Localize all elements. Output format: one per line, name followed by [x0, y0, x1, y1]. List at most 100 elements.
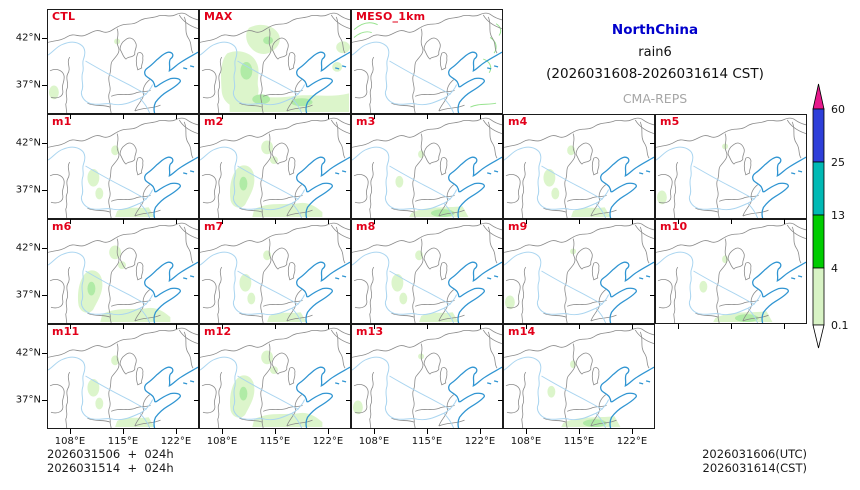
map-outlines	[504, 222, 654, 323]
lon-tick	[374, 219, 375, 224]
lon-tick	[70, 114, 71, 119]
precipitation-shading	[395, 150, 469, 218]
map-panel-m13: m13	[351, 324, 503, 429]
title-system: CMA-REPS	[622, 91, 688, 106]
map-outlines	[48, 12, 198, 113]
map-drawing	[200, 222, 350, 323]
lon-tick	[632, 324, 633, 329]
footer-valid-utc: 2026031606(UTC)	[702, 447, 807, 461]
lon-tick-label: 108°E	[510, 436, 542, 447]
lon-tick	[275, 429, 276, 434]
lat-tick	[650, 295, 655, 296]
footer-valid-cst: 2026031614(CST)	[702, 460, 808, 475]
map-panel-m1: m1	[47, 114, 199, 219]
lat-tick	[42, 85, 47, 86]
lon-tick	[123, 429, 124, 434]
lat-tick	[42, 143, 47, 144]
lon-tick	[526, 219, 527, 224]
lon-tick	[374, 114, 375, 119]
lon-tick	[427, 324, 428, 329]
map-panel-m11: m11	[47, 324, 199, 429]
lat-tick	[346, 295, 351, 296]
lat-tick	[194, 295, 199, 296]
map-drawing	[352, 327, 502, 428]
lon-tick	[579, 219, 580, 224]
map-panel-m4: m4	[503, 114, 655, 219]
lat-tick	[346, 143, 351, 144]
lon-tick	[275, 324, 276, 329]
lat-tick-label: 42°N	[15, 242, 41, 254]
lon-tick	[176, 324, 177, 329]
lon-tick-label: 115°E	[563, 436, 595, 447]
lon-tick	[222, 429, 223, 434]
lon-tick	[222, 114, 223, 119]
lon-tick	[678, 219, 679, 224]
lat-tick	[346, 353, 351, 354]
map-outlines	[200, 117, 350, 218]
lat-tick-label: 42°N	[15, 137, 41, 149]
colorbar-label: 60	[831, 103, 845, 116]
lon-tick	[427, 114, 428, 119]
map-panel-CTL: CTL	[47, 9, 199, 114]
map-drawing	[504, 117, 654, 218]
lat-tick	[346, 248, 351, 249]
panel-label: m14	[508, 325, 536, 338]
map-outlines	[200, 222, 350, 323]
lat-tick	[42, 190, 47, 191]
panel-label: m7	[204, 220, 224, 233]
lat-tick	[42, 38, 47, 39]
lon-tick-label: 122°E	[160, 436, 192, 447]
colorbar-segment	[812, 214, 825, 269]
lat-tick-label: 37°N	[15, 184, 41, 196]
map-drawing	[504, 222, 654, 323]
map-outlines	[656, 117, 806, 218]
panel-label: CTL	[52, 10, 76, 23]
lon-tick	[579, 324, 580, 329]
lon-tick	[480, 324, 481, 329]
title-block: NorthChina rain6 (2026031608-2026031614 …	[503, 0, 807, 110]
map-panel-m2: m2	[199, 114, 351, 219]
map-panel-m9: m9	[503, 219, 655, 324]
lon-tick	[123, 114, 124, 119]
lon-tick	[328, 219, 329, 224]
lat-tick	[42, 248, 47, 249]
colorbar-label: 25	[831, 156, 845, 169]
lon-tick	[374, 429, 375, 434]
panel-label: m11	[52, 325, 80, 338]
lon-tick	[70, 219, 71, 224]
precipitation-shading	[504, 248, 577, 310]
lon-tick	[176, 429, 177, 434]
title-valid-period: (2026031608-2026031614 CST)	[546, 66, 764, 82]
lon-tick	[275, 219, 276, 224]
lat-tick	[650, 143, 655, 144]
lon-tick	[123, 324, 124, 329]
lon-tick	[632, 429, 633, 434]
footer-init-times: 2026031506 + 024h 2026031514 + 024h	[47, 447, 174, 475]
lat-tick	[346, 190, 351, 191]
panel-label: m2	[204, 115, 224, 128]
lon-tick	[328, 324, 329, 329]
panel-label: m1	[52, 115, 72, 128]
lon-tick	[275, 114, 276, 119]
footer-init-utc: 2026031506 + 024h	[47, 447, 174, 461]
map-panel-m14: m14	[503, 324, 655, 429]
lon-tick	[70, 324, 71, 329]
map-panel-m3: m3	[351, 114, 503, 219]
lat-tick-label: 42°N	[15, 32, 41, 44]
colorbar-over-arrow	[812, 83, 825, 110]
precipitation-shading	[221, 24, 350, 113]
lon-tick-label: 115°E	[259, 436, 291, 447]
panel-label: m12	[204, 325, 232, 338]
map-drawing	[48, 117, 198, 218]
map-drawing	[352, 117, 502, 218]
lat-tick	[42, 400, 47, 401]
title-variable: rain6	[638, 45, 672, 60]
panel-label: m9	[508, 220, 528, 233]
lon-tick	[480, 219, 481, 224]
lon-tick	[176, 219, 177, 224]
panel-label: MESO_1km	[356, 10, 426, 23]
colorbar-segment	[812, 161, 825, 216]
lat-tick	[650, 190, 655, 191]
map-drawing	[48, 327, 198, 428]
title-region: NorthChina	[611, 22, 699, 38]
